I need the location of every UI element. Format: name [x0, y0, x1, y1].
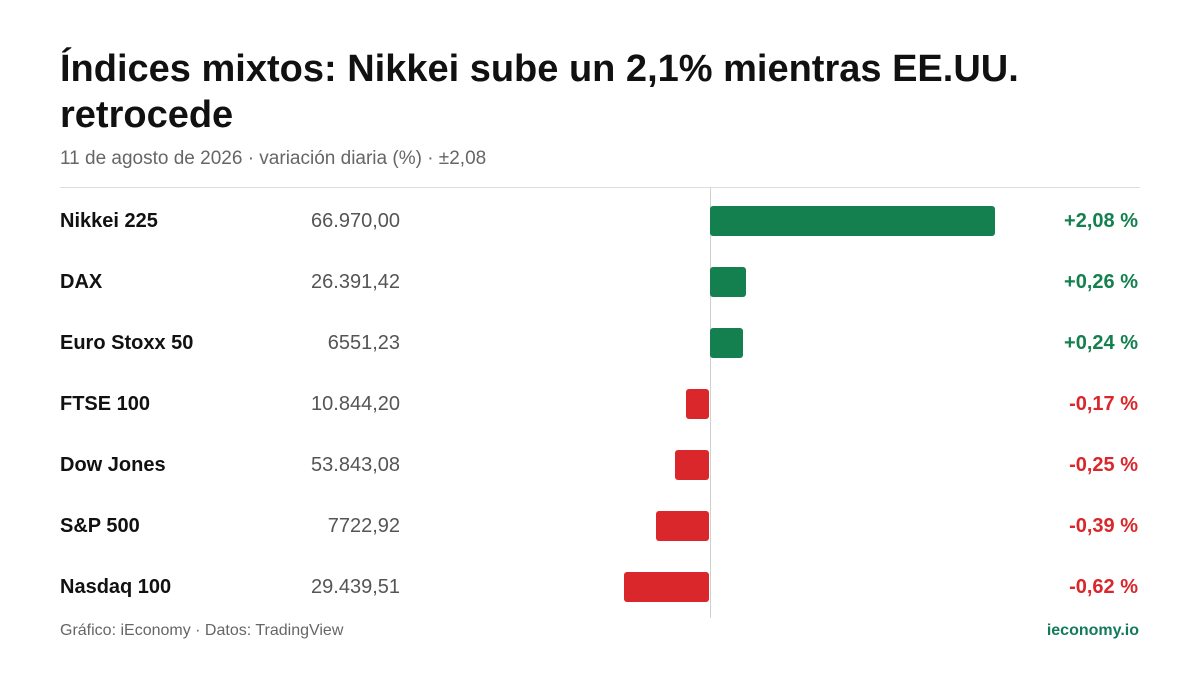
bar-negative [624, 572, 709, 602]
table-row: FTSE 100 10.844,20 -0,17 % [60, 373, 1140, 434]
brand-link[interactable]: ieconomy.io [1046, 622, 1139, 639]
index-name: Nasdaq 100 [60, 576, 172, 598]
source-credit: Gráfico: iEconomy · Datos: TradingView [60, 622, 344, 639]
index-price: 7722,92 [327, 515, 400, 537]
index-name: Euro Stoxx 50 [60, 332, 194, 354]
change-label: -0,39 % [1069, 515, 1138, 537]
table-row: Nasdaq 100 29.439,51 -0,62 % [60, 556, 1140, 617]
index-name: FTSE 100 [60, 393, 151, 415]
index-price: 6551,23 [327, 332, 400, 354]
change-label: -0,25 % [1069, 454, 1138, 476]
chart-title: Índices mixtos: Nikkei sube un 2,1% mien… [60, 48, 1019, 136]
table-row: Dow Jones 53.843,08 -0,25 % [60, 434, 1140, 495]
change-label: -0,17 % [1069, 393, 1138, 415]
index-price: 26.391,42 [311, 271, 400, 293]
table-row: Euro Stoxx 50 6551,23 +0,24 % [60, 312, 1140, 373]
index-price: 66.970,00 [311, 210, 400, 232]
change-label: -0,62 % [1069, 576, 1138, 598]
index-name: S&P 500 [60, 515, 140, 537]
index-price: 29.439,51 [311, 576, 400, 598]
change-label: +2,08 % [1064, 210, 1138, 232]
index-price: 53.843,08 [311, 454, 400, 476]
table-row: Nikkei 225 66.970,00 +2,08 % [60, 190, 1140, 251]
change-label: +0,26 % [1064, 271, 1138, 293]
chart-subtitle: 11 de agosto de 2026 · variación diaria … [60, 148, 487, 169]
index-name: Dow Jones [60, 454, 166, 476]
table-row: S&P 500 7722,92 -0,39 % [60, 495, 1140, 556]
header-divider [60, 187, 1140, 188]
table-row: DAX 26.391,42 +0,26 % [60, 251, 1140, 312]
index-price: 10.844,20 [311, 393, 400, 415]
bar-positive [710, 267, 746, 297]
bar-negative [655, 511, 709, 541]
bar-positive [710, 328, 743, 358]
bar-negative [674, 450, 709, 480]
change-label: +0,24 % [1064, 332, 1138, 354]
zero-axis-line [710, 188, 711, 618]
index-name: Nikkei 225 [60, 210, 158, 232]
bar-positive [710, 206, 995, 236]
bar-negative [685, 389, 709, 419]
index-name: DAX [60, 271, 103, 293]
